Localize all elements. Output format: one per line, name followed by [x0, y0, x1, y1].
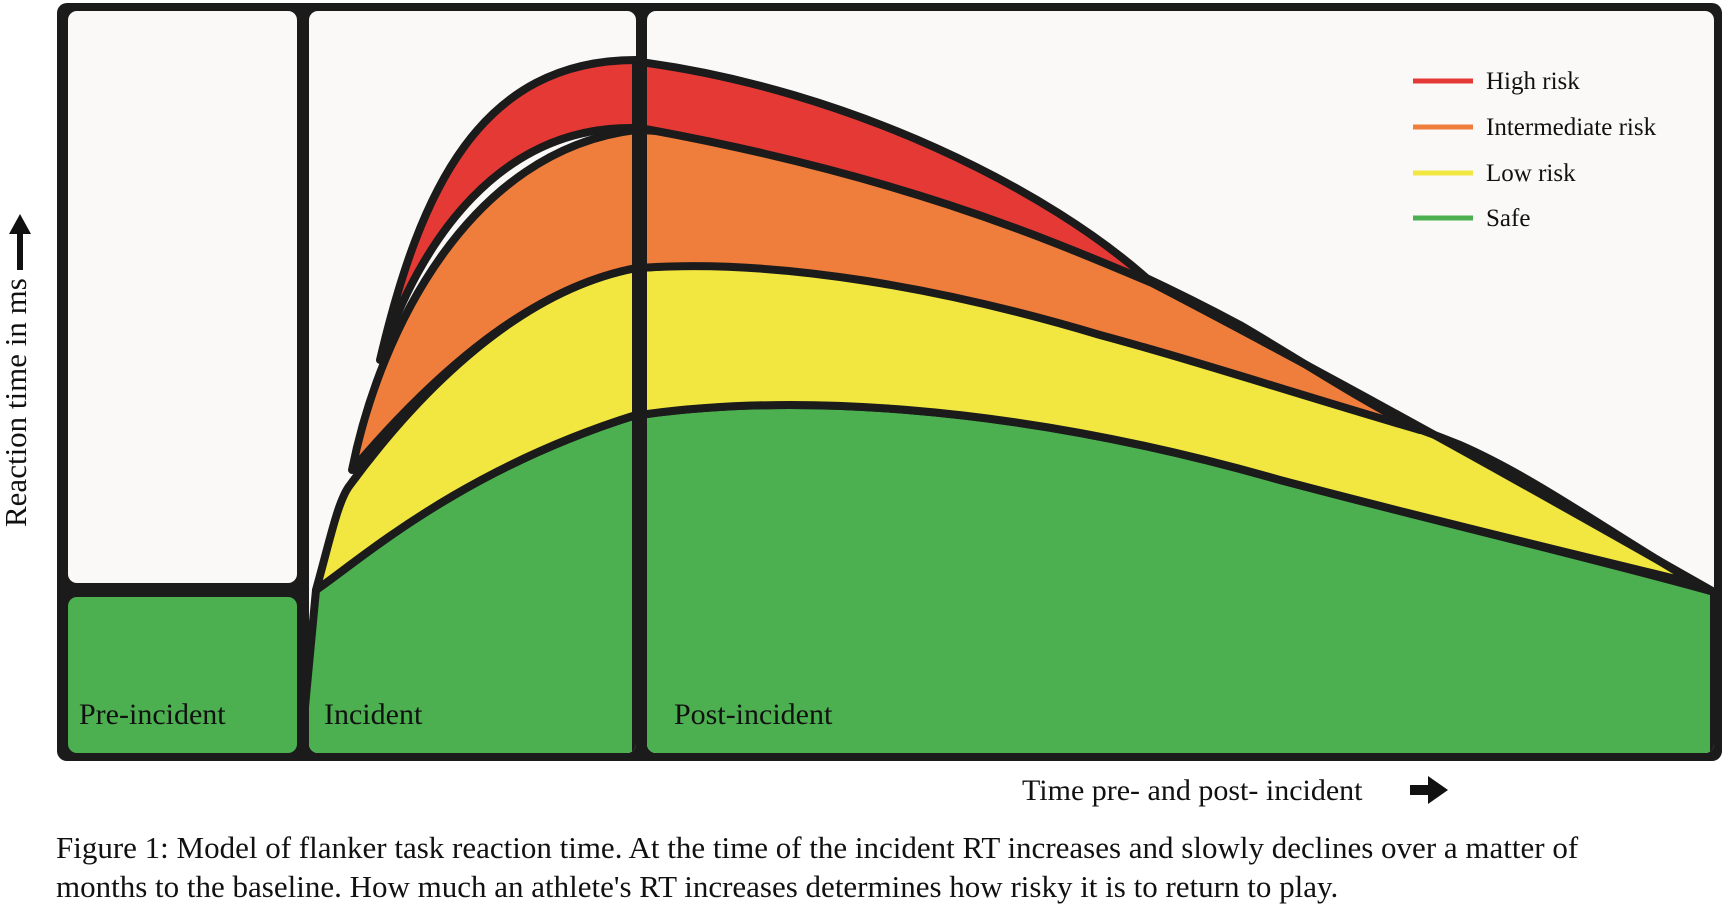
divider-post-incident: [636, 3, 647, 761]
pre-incident-upper-panel: [68, 11, 297, 583]
x-axis: Time pre- and post- incident: [1022, 774, 1448, 807]
right-arrow-icon: [1410, 776, 1448, 804]
y-axis-label: Reaction time in ms: [0, 278, 33, 527]
legend-label-safe: Safe: [1486, 205, 1530, 232]
incident-high-band: [376, 56, 636, 364]
figure-caption: Figure 1: Model of flanker task reaction…: [56, 828, 1716, 906]
caption-line-2: months to the baseline. How much an athl…: [56, 869, 1339, 904]
post-high-band: [647, 58, 1156, 287]
pre-incident-safe-zone: [68, 597, 297, 753]
phase-label-post-incident: Post-incident: [674, 698, 833, 731]
y-axis: Reaction time in ms: [0, 214, 33, 527]
caption-line-1: Figure 1: Model of flanker task reaction…: [56, 830, 1579, 865]
post-envelope-line: [1150, 279, 1714, 596]
flanker-model-diagram: Pre-incident Incident Post-incident High…: [0, 3, 1722, 807]
up-arrow-icon: [9, 214, 31, 270]
phase-label-pre-incident: Pre-incident: [79, 698, 226, 731]
legend-label-intermediate: Intermediate risk: [1486, 114, 1657, 141]
divider-incident: [297, 3, 309, 761]
legend-label-low: Low risk: [1486, 160, 1576, 187]
x-axis-label: Time pre- and post- incident: [1022, 774, 1363, 807]
legend: High risk Intermediate risk Low risk Saf…: [1413, 68, 1657, 232]
legend-label-high: High risk: [1486, 68, 1580, 95]
phase-label-incident: Incident: [324, 698, 423, 731]
